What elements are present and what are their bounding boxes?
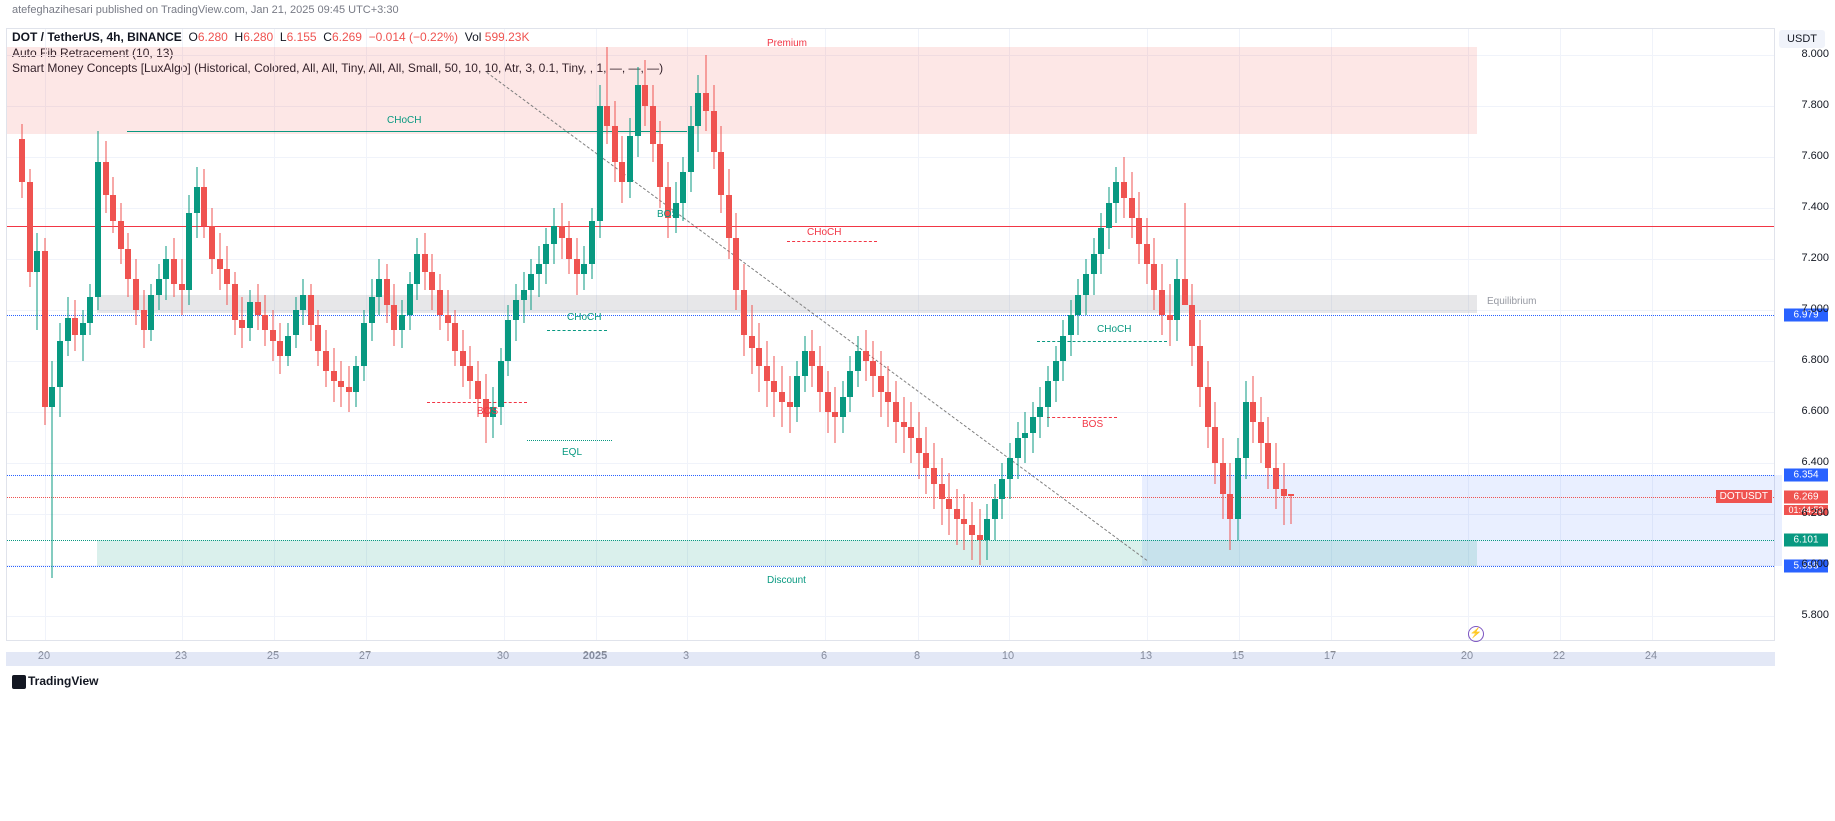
structure-line xyxy=(1037,341,1167,342)
y-tick-label: 7.600 xyxy=(1801,150,1829,162)
volume-strip xyxy=(6,652,1775,666)
y-tick-label: 6.600 xyxy=(1801,405,1829,417)
chart-annotation: BOS xyxy=(657,209,678,220)
structure-line xyxy=(127,131,687,132)
publish-info: atefeghazihesari published on TradingVie… xyxy=(12,4,399,16)
y-tick-label: 5.800 xyxy=(1801,609,1829,621)
y-tick-label: 7.800 xyxy=(1801,99,1829,111)
chart-annotation: Equilibrium xyxy=(1487,296,1536,307)
zone-premium xyxy=(7,47,1477,134)
y-tick-label: 7.200 xyxy=(1801,252,1829,264)
h-line xyxy=(7,497,1774,498)
y-tick-label: 6.800 xyxy=(1801,354,1829,366)
chart-annotation: CHoCH xyxy=(387,115,421,126)
tradingview-watermark: TradingView xyxy=(12,674,98,689)
zone-discount_green xyxy=(97,540,1477,566)
replay-icon[interactable]: ⚡ xyxy=(1468,626,1484,642)
chart-annotation: Premium xyxy=(767,38,807,49)
y-tick-label: 7.000 xyxy=(1801,303,1829,315)
y-tick-label: 7.400 xyxy=(1801,201,1829,213)
structure-line xyxy=(527,440,612,441)
h-line xyxy=(7,540,1774,541)
y-tick-label: 6.000 xyxy=(1801,558,1829,570)
structure-line xyxy=(547,330,607,331)
chart-annotation: EQL xyxy=(562,447,582,458)
price-chart[interactable]: 6.9796.3546.1015.9986.26901:44:53DOTUSDT… xyxy=(6,28,1775,641)
structure-line xyxy=(787,241,877,242)
y-axis[interactable]: 5.800 6.000 6.200 6.400 6.600 6.800 7.000 7.200… xyxy=(1781,28,1835,641)
h-line xyxy=(7,475,1774,476)
chart-annotation: CHoCH xyxy=(567,312,601,323)
y-tick-label: 8.000 xyxy=(1801,48,1829,60)
h-line xyxy=(7,566,1774,567)
chart-annotation: BOS xyxy=(477,406,498,417)
y-tick-label: 6.400 xyxy=(1801,456,1829,468)
chart-annotation: CHoCH xyxy=(1097,324,1131,335)
tradingview-logo-icon xyxy=(12,675,26,689)
chart-annotation: BOS xyxy=(1082,419,1103,430)
h-line xyxy=(7,226,1774,227)
chart-annotation: CHoCH xyxy=(807,227,841,238)
y-tick-label: 6.200 xyxy=(1801,507,1829,519)
symbol-price-label: DOTUSDT xyxy=(1716,490,1772,503)
chart-annotation: Discount xyxy=(767,575,806,586)
